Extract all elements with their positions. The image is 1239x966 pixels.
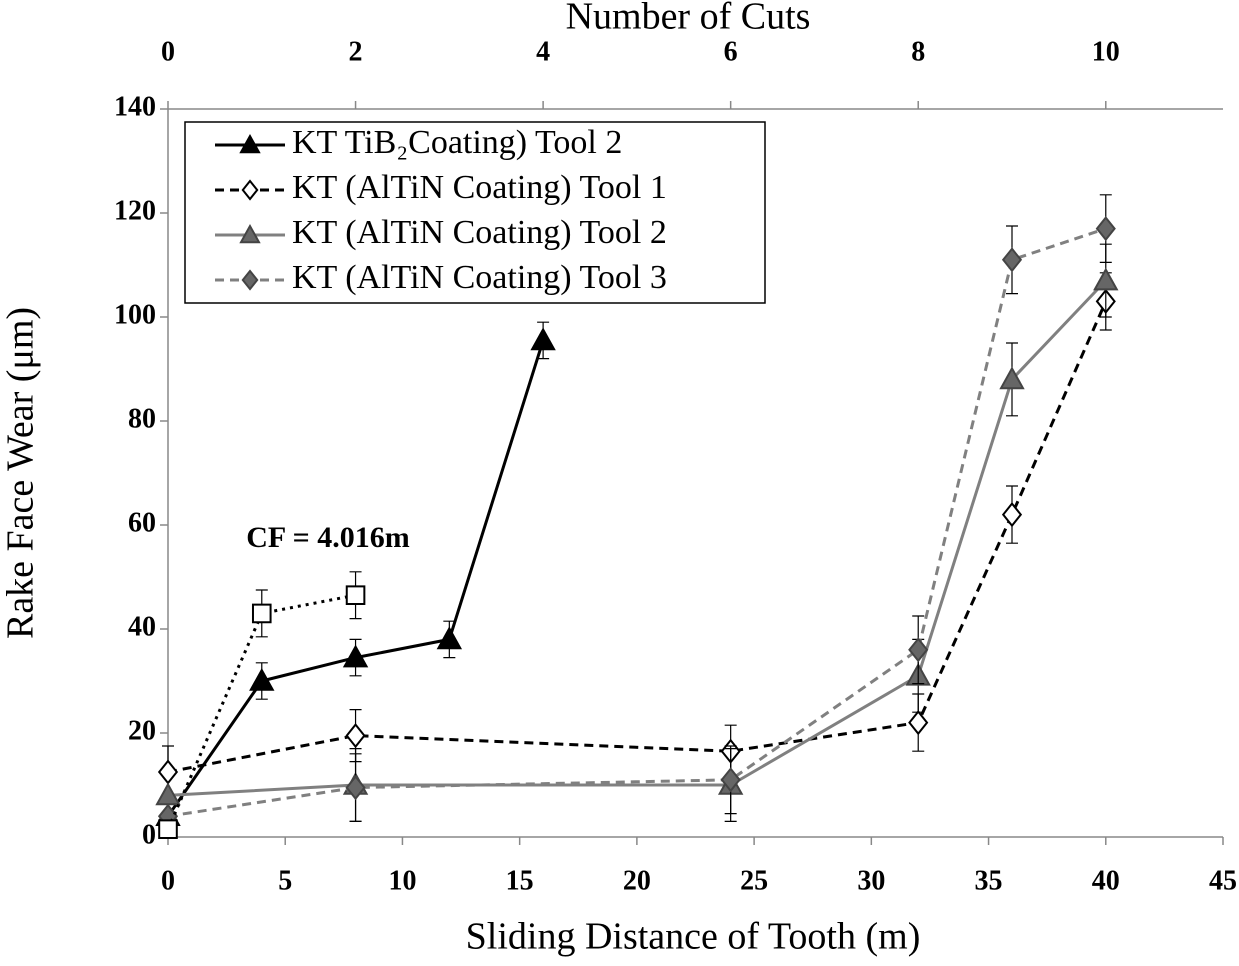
marker <box>251 603 272 624</box>
x-tick-label: 20 <box>623 865 651 896</box>
series-line <box>167 227 1107 818</box>
y-tick-label: 100 <box>114 299 156 330</box>
x-axis-label: Sliding Distance of Tooth (m) <box>466 916 921 958</box>
y-tick-label: 60 <box>128 507 156 538</box>
marker <box>345 774 366 801</box>
marker <box>1001 501 1023 528</box>
marker <box>157 759 179 785</box>
x2-tick-label: 0 <box>161 36 175 67</box>
marker <box>999 366 1025 390</box>
legend: KT TiB₂Coating) Tool 2 KT (AlTiN Coating)… <box>184 121 766 304</box>
legend-marker <box>239 223 261 244</box>
marker <box>342 644 369 668</box>
x-tick-label: 25 <box>740 865 768 896</box>
x-tick-label: 30 <box>857 865 885 896</box>
y-tick-label: 40 <box>128 611 156 642</box>
marker <box>249 667 275 691</box>
y-tick-label: 140 <box>114 91 156 122</box>
x-tick-label: 5 <box>278 865 292 896</box>
x2-tick-label: 4 <box>536 36 550 67</box>
marker <box>908 709 929 736</box>
legend-box <box>184 121 766 304</box>
series-line <box>166 593 356 830</box>
x2-tick-label: 8 <box>911 36 925 67</box>
y-tick-label: 120 <box>114 195 156 226</box>
annotation: CF = 4.016m <box>246 521 409 554</box>
x2-tick-label: 10 <box>1092 36 1120 67</box>
series-line <box>167 300 1108 774</box>
series-line <box>167 279 1107 797</box>
marker <box>345 722 366 749</box>
x-tick-label: 45 <box>1209 865 1237 896</box>
legend-marker <box>241 269 259 291</box>
marker <box>158 819 178 839</box>
legend-marker <box>239 133 261 154</box>
y-axis-label: Rake Face Wear (μm) <box>0 307 42 639</box>
marker <box>1093 267 1119 291</box>
x-tick-label: 15 <box>506 865 534 896</box>
y-tick-label: 80 <box>128 403 156 434</box>
marker <box>908 637 929 663</box>
y-tick-label: 0 <box>142 819 156 850</box>
x2-tick-label: 2 <box>349 36 363 67</box>
legend-label: KT (AlTiN Coating) Tool 3 <box>292 259 667 296</box>
x-tick-label: 0 <box>161 865 175 896</box>
x-tick-label: 35 <box>975 865 1003 896</box>
marker <box>1001 247 1023 273</box>
x-tick-label: 40 <box>1092 865 1120 896</box>
legend-marker <box>241 179 259 201</box>
legend-label: KT TiB₂Coating) Tool 2 <box>292 124 622 161</box>
marker <box>530 327 556 351</box>
legend-label: KT (AlTiN Coating) Tool 1 <box>292 169 667 206</box>
marker <box>720 767 741 793</box>
y-tick-label: 20 <box>128 715 156 746</box>
x-tick-label: 10 <box>388 865 416 896</box>
legend-label: KT (AlTiN Coating) Tool 2 <box>292 214 667 251</box>
marker <box>436 626 463 650</box>
marker <box>345 585 366 605</box>
x2-axis-label: Number of Cuts <box>566 0 811 38</box>
x2-tick-label: 6 <box>724 36 738 67</box>
marker <box>1095 215 1116 242</box>
